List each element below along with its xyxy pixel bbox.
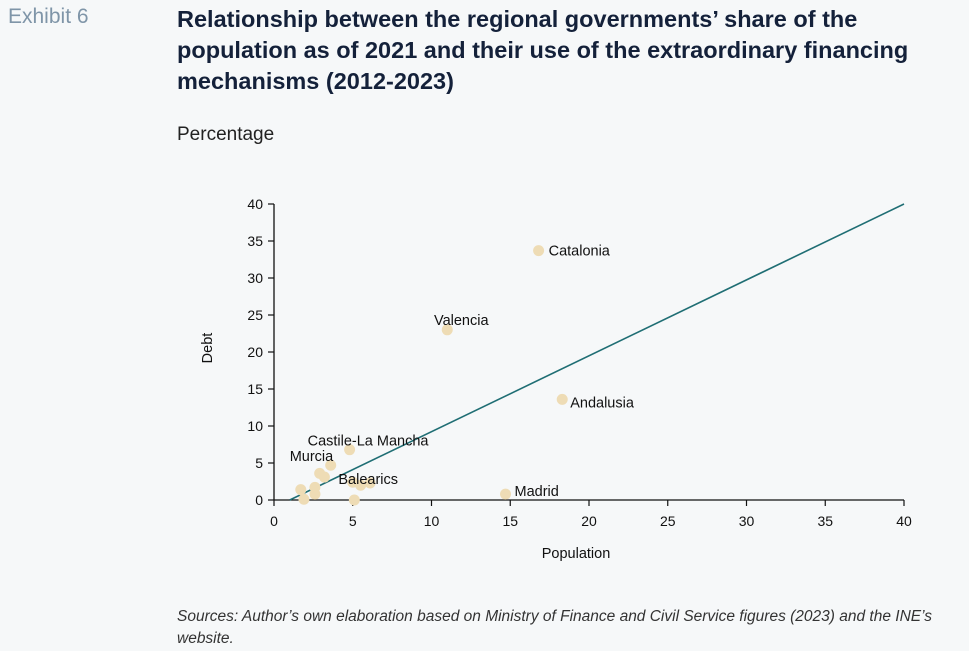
data-point bbox=[441, 324, 453, 336]
y-tick-label: 15 bbox=[247, 381, 263, 397]
point-label: Balearics bbox=[338, 472, 398, 488]
x-tick-label: 5 bbox=[349, 513, 357, 529]
y-tick-label: 30 bbox=[247, 270, 263, 286]
y-tick-label: 10 bbox=[247, 418, 263, 434]
data-point bbox=[348, 494, 360, 506]
point-label: Murcia bbox=[290, 449, 334, 465]
y-axis-title: Debt bbox=[200, 333, 216, 364]
x-tick-label: 40 bbox=[896, 513, 912, 529]
x-ticks: 0 5 10 15 20 25 30 35 40 bbox=[270, 500, 912, 529]
data-point bbox=[298, 493, 310, 505]
chart-subtitle: Percentage bbox=[177, 124, 275, 145]
point-label: Madrid bbox=[515, 484, 559, 500]
point-label: Andalusia bbox=[570, 395, 635, 411]
data-point bbox=[556, 393, 568, 405]
y-tick-label: 0 bbox=[255, 492, 263, 508]
x-tick-label: 0 bbox=[270, 513, 278, 529]
point-label: Castile-La Mancha bbox=[308, 434, 430, 450]
x-tick-label: 35 bbox=[817, 513, 833, 529]
y-tick-label: 40 bbox=[247, 196, 263, 212]
data-points bbox=[295, 245, 568, 506]
data-point bbox=[325, 459, 337, 471]
data-point bbox=[295, 484, 307, 496]
x-tick-label: 30 bbox=[739, 513, 755, 529]
x-tick-label: 20 bbox=[581, 513, 597, 529]
y-tick-label: 25 bbox=[247, 307, 263, 323]
y-tick-label: 5 bbox=[255, 455, 263, 471]
point-labels: Catalonia Valencia Andalusia Castile-La Man… bbox=[290, 244, 635, 500]
data-point bbox=[309, 488, 321, 500]
data-point bbox=[314, 467, 326, 479]
point-label: Catalonia bbox=[549, 244, 611, 260]
data-point bbox=[533, 245, 545, 257]
x-tick-label: 10 bbox=[424, 513, 440, 529]
x-axis-title: Population bbox=[542, 546, 611, 562]
data-point bbox=[364, 477, 376, 489]
trend-line bbox=[289, 203, 905, 501]
y-tick-label: 20 bbox=[247, 344, 263, 360]
exhibit-label: Exhibit 6 bbox=[8, 5, 89, 28]
source-note: Sources: Author’s own elaboration based … bbox=[177, 608, 933, 647]
data-point bbox=[355, 479, 367, 491]
x-tick-label: 15 bbox=[502, 513, 518, 529]
data-point bbox=[500, 488, 512, 500]
data-point bbox=[344, 444, 356, 456]
x-tick-label: 25 bbox=[660, 513, 676, 529]
y-tick-label: 35 bbox=[247, 233, 263, 249]
chart-title: Relationship between the regional govern… bbox=[177, 6, 909, 94]
y-ticks: 0 5 10 15 20 25 30 35 40 bbox=[247, 196, 274, 508]
point-label: Valencia bbox=[434, 313, 489, 329]
